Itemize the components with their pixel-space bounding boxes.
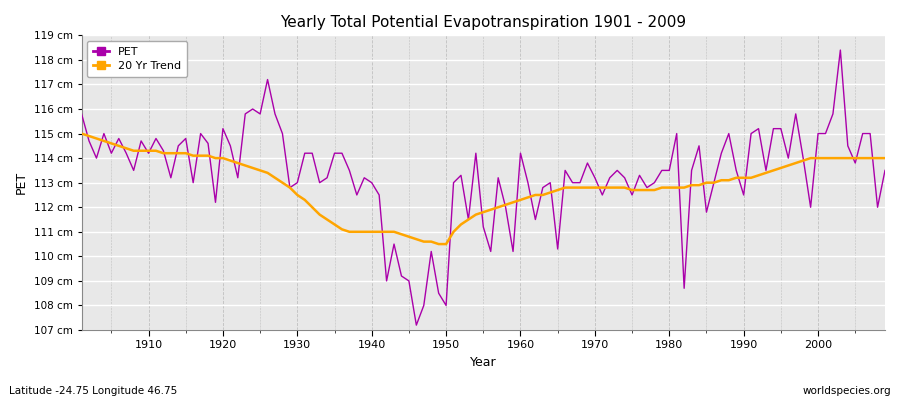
Legend: PET, 20 Yr Trend: PET, 20 Yr Trend bbox=[87, 41, 187, 77]
Title: Yearly Total Potential Evapotranspiration 1901 - 2009: Yearly Total Potential Evapotranspiratio… bbox=[280, 15, 687, 30]
X-axis label: Year: Year bbox=[470, 356, 497, 369]
Text: worldspecies.org: worldspecies.org bbox=[803, 386, 891, 396]
Y-axis label: PET: PET bbox=[15, 171, 28, 194]
Text: Latitude -24.75 Longitude 46.75: Latitude -24.75 Longitude 46.75 bbox=[9, 386, 177, 396]
